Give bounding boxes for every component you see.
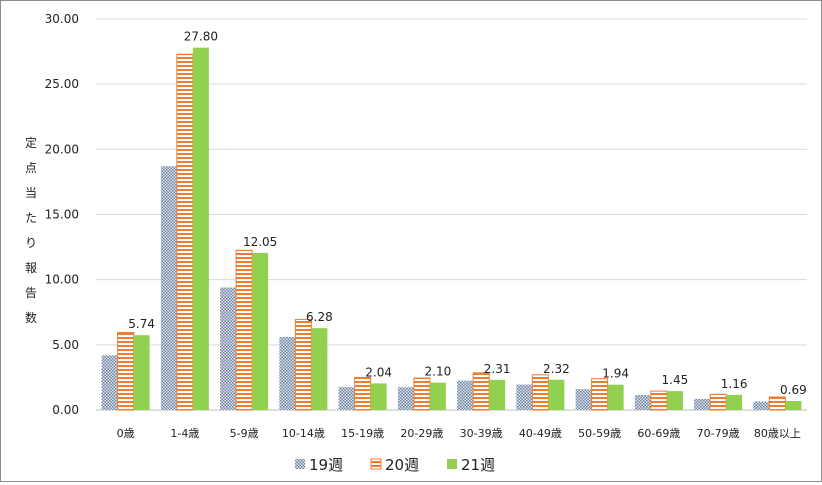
bar-21週-20-29歳 [429, 382, 446, 410]
x-tick-label: 0歳 [117, 427, 135, 440]
bar-20週-40-49歳 [531, 374, 549, 411]
bar-21週-30-39歳 [489, 379, 506, 410]
y-axis-label: 定点当たり報告数 [25, 135, 37, 325]
bar-19週-30-39歳 [457, 380, 474, 410]
x-tick-label: 60-69歳 [637, 427, 680, 440]
x-tick-label: 15-19歳 [341, 427, 384, 440]
bar-21週-5-9歳 [252, 252, 269, 410]
legend-swatch-21週 [447, 459, 457, 469]
bar-20週-70-79歳 [709, 393, 727, 411]
y-axis-title: 定点当たり報告数 [25, 135, 37, 325]
data-label: 1.45 [662, 373, 689, 387]
bar-21週-0歳 [133, 335, 150, 410]
bar-20週-20-29歳 [413, 377, 431, 411]
x-tick-label: 20-29歳 [400, 427, 443, 440]
data-label: 5.74 [128, 317, 155, 331]
bar-19週-5-9歳 [220, 287, 237, 410]
legend: 19週 20週 21週 [295, 456, 495, 474]
bar-19週-0歳 [101, 355, 118, 410]
x-tick-label: 10-14歳 [282, 427, 325, 440]
data-label: 27.80 [184, 30, 218, 44]
y-tick-label: 15.00 [45, 208, 79, 222]
y-tick-label: 20.00 [45, 142, 79, 156]
bar-19週-60-69歳 [634, 395, 651, 410]
y-tick-label: 10.00 [45, 273, 79, 287]
data-label: 2.10 [425, 365, 452, 379]
x-tick-label: 30-39歳 [460, 427, 503, 440]
gridlines [96, 18, 807, 411]
bar-20週-5-9歳 [235, 249, 253, 411]
bar-19週-20-29歳 [397, 387, 414, 410]
y-axis-ticks: 0.00 5.00 10.00 15.00 20.00 25.00 30.00 [45, 12, 79, 417]
bar-21週-1-4歳 [192, 47, 209, 410]
bar-20週-50-59歳 [591, 378, 609, 411]
legend-swatch-19週 [295, 459, 305, 469]
bar-21週-10-14歳 [311, 328, 328, 410]
bar-20週-15-19歳 [354, 376, 372, 411]
bar-20週-80歳以上 [768, 396, 786, 411]
bar-20週-1-4歳 [176, 53, 194, 411]
x-tick-label: 50-59歳 [578, 427, 621, 440]
x-tick-label: 80歳以上 [754, 427, 801, 440]
data-label: 2.04 [365, 365, 392, 379]
data-label: 1.16 [721, 377, 748, 391]
bar-21週-15-19歳 [370, 383, 387, 410]
bar-19週-70-79歳 [694, 398, 711, 410]
legend-label: 20週 [385, 456, 419, 474]
x-tick-label: 70-79歳 [697, 427, 740, 440]
bar-20週-10-14歳 [294, 318, 312, 411]
x-tick-label: 1-4歳 [170, 427, 199, 440]
bar-21週-40-49歳 [548, 379, 565, 410]
data-label: 2.31 [484, 362, 511, 376]
x-tick-label: 5-9歳 [230, 427, 259, 440]
data-label: 6.28 [306, 310, 333, 324]
bar-19週-15-19歳 [338, 387, 355, 410]
legend-swatch-20週 [370, 458, 382, 470]
bar-20週-60-69歳 [650, 390, 668, 411]
bar-20週-0歳 [117, 331, 135, 411]
y-tick-label: 0.00 [52, 403, 79, 417]
y-tick-label: 25.00 [45, 77, 79, 91]
bar-21週-80歳以上 [785, 401, 802, 410]
y-tick-label: 5.00 [52, 338, 79, 352]
bar-19週-10-14歳 [279, 337, 296, 410]
y-tick-label: 30.00 [45, 12, 79, 26]
bar-21週-50-59歳 [607, 384, 624, 410]
bar-20週-30-39歳 [472, 372, 490, 411]
bar-19週-80歳以上 [753, 401, 770, 410]
bar-21週-60-69歳 [666, 391, 683, 410]
data-label: 2.32 [543, 362, 570, 376]
bar-19週-50-59歳 [575, 389, 592, 410]
data-label: 12.05 [243, 235, 277, 249]
x-axis-ticks: 0歳 1-4歳 5-9歳 10-14歳 15-19歳 20-29歳 30-39歳 40-49歳… [117, 427, 801, 440]
bar-19週-40-49歳 [516, 384, 533, 410]
data-labels: 5.74 27.80 12.05 6.28 2.04 2.10 2.31 2.32 1.94 1.… [128, 30, 806, 397]
legend-label: 21週 [461, 456, 495, 474]
data-label: 0.69 [780, 383, 807, 397]
data-label: 1.94 [602, 367, 629, 381]
legend-label: 19週 [309, 456, 343, 474]
bar-21週-70-79歳 [726, 394, 743, 410]
bars [101, 47, 802, 411]
bar-19週-1-4歳 [160, 166, 177, 410]
x-tick-label: 40-49歳 [519, 427, 562, 440]
